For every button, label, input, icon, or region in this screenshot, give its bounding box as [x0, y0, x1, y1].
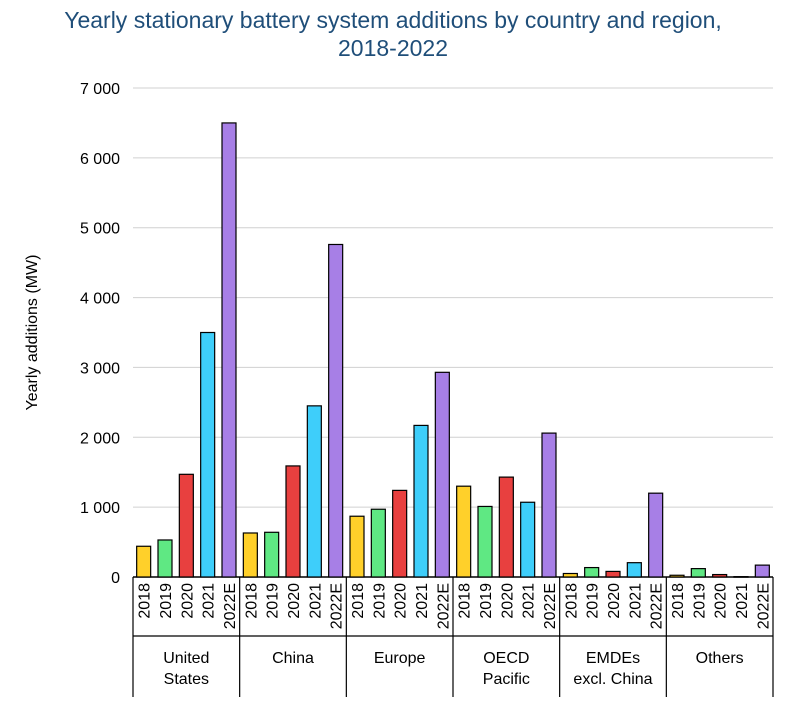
bar	[456, 485, 472, 578]
group-label: Pacific	[483, 671, 530, 688]
y-tick-label: 1 000	[80, 500, 120, 517]
y-tick-label: 3 000	[80, 360, 120, 377]
x-tick-label: 2020	[606, 583, 623, 619]
x-tick-label: 2022E	[542, 583, 559, 629]
x-tick-label: 2019	[265, 583, 282, 619]
bar	[584, 566, 600, 578]
group-label: China	[272, 650, 314, 667]
x-tick-label: 2019	[158, 583, 175, 619]
x-tick-label: 2019	[478, 583, 495, 619]
x-tick-label: 2021	[414, 583, 431, 619]
bar	[178, 473, 194, 578]
chart-title: Yearly stationary battery system additio…	[64, 7, 722, 33]
x-tick-label: 2019	[371, 583, 388, 619]
bar	[434, 371, 450, 578]
group-label: Others	[696, 650, 744, 667]
bar	[242, 532, 258, 578]
x-tick-label: 2021	[627, 583, 644, 619]
chart-title: 2018-2022	[338, 35, 448, 61]
bar	[221, 122, 237, 578]
x-tick-label: 2022E	[435, 583, 452, 629]
x-tick-label: 2020	[286, 583, 303, 619]
x-tick-label: 2018	[137, 583, 154, 619]
x-tick-label: 2021	[307, 583, 324, 619]
group-label: EMDEs	[586, 650, 640, 667]
bar	[520, 501, 536, 578]
x-tick-label: 2020	[713, 583, 730, 619]
group-label: United	[163, 650, 209, 667]
x-tick-label: 2021	[734, 583, 751, 619]
group-label: States	[164, 671, 209, 688]
x-tick-label: 2018	[350, 583, 367, 619]
x-tick-label: 2018	[563, 583, 580, 619]
bar	[200, 331, 216, 578]
bar	[690, 568, 706, 578]
y-tick-label: 5 000	[80, 221, 120, 238]
y-tick-label: 7 000	[80, 81, 120, 98]
y-tick-label: 4 000	[80, 291, 120, 308]
bar	[328, 243, 344, 578]
x-tick-label: 2019	[585, 583, 602, 619]
group-label: OECD	[483, 650, 529, 667]
bar	[264, 531, 280, 578]
bar	[477, 505, 493, 578]
y-axis-label: Yearly additions (MW)	[24, 255, 41, 411]
x-tick-label: 2018	[670, 583, 687, 619]
x-tick-label: 2020	[499, 583, 516, 619]
bar	[733, 576, 749, 578]
x-tick-label: 2020	[393, 583, 410, 619]
bar	[669, 574, 685, 578]
x-tick-label: 2022E	[329, 583, 346, 629]
bar	[349, 515, 365, 578]
bar	[562, 572, 578, 578]
bar	[413, 424, 429, 578]
bar	[605, 570, 621, 578]
bar	[754, 564, 770, 578]
bar	[541, 432, 557, 578]
bar	[370, 508, 386, 578]
x-tick-label: 2019	[691, 583, 708, 619]
y-tick-label: 0	[111, 570, 120, 587]
group-label: excl. China	[573, 671, 652, 688]
bar	[392, 489, 408, 578]
bar	[648, 492, 664, 578]
bar	[285, 465, 301, 578]
x-tick-label: 2022E	[755, 583, 772, 629]
bar	[136, 545, 152, 578]
bar	[157, 539, 173, 578]
bar	[712, 573, 728, 578]
x-tick-label: 2018	[243, 583, 260, 619]
group-label: Europe	[374, 650, 426, 667]
y-tick-label: 2 000	[80, 430, 120, 447]
x-tick-label: 2021	[201, 583, 218, 619]
x-tick-label: 2020	[179, 583, 196, 619]
x-tick-label: 2022E	[649, 583, 666, 629]
y-tick-label: 6 000	[80, 151, 120, 168]
bar	[626, 562, 642, 578]
bar	[498, 476, 514, 578]
x-tick-label: 2021	[521, 583, 538, 619]
x-tick-label: 2018	[457, 583, 474, 619]
bar	[306, 405, 322, 578]
x-tick-label: 2022E	[222, 583, 239, 629]
